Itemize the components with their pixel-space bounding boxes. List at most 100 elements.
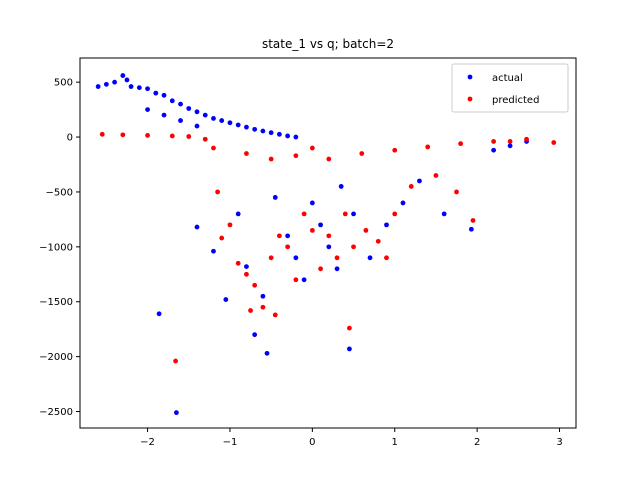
actual-point-15 bbox=[211, 115, 216, 121]
predicted-point-6 bbox=[211, 145, 216, 151]
predicted-point-40 bbox=[244, 151, 249, 156]
actual-point-55 bbox=[491, 147, 497, 153]
chart-title: state_1 vs q; batch=2 bbox=[262, 37, 394, 51]
predicted-point-26 bbox=[375, 238, 381, 244]
x-axis: −2 −1 0 1 2 3 bbox=[140, 428, 563, 448]
actual-point-3 bbox=[120, 73, 126, 78]
plot-area bbox=[79, 57, 577, 429]
axes-frame bbox=[79, 57, 577, 429]
actual-point-54 bbox=[468, 226, 474, 232]
actual-point-16 bbox=[219, 118, 225, 123]
actual-point-52 bbox=[417, 178, 422, 184]
actual-point-9 bbox=[161, 92, 167, 98]
actual-point-42 bbox=[301, 277, 307, 283]
actual-point-19 bbox=[244, 124, 249, 130]
predicted-point-9 bbox=[235, 260, 241, 266]
legend: actual predicted bbox=[451, 63, 569, 113]
actual-point-56 bbox=[507, 143, 513, 149]
actual-point-36 bbox=[252, 332, 258, 338]
predicted-point-49 bbox=[309, 145, 315, 151]
actual-point-33 bbox=[211, 248, 216, 254]
predicted-point-17 bbox=[301, 211, 307, 217]
predicted-point-27 bbox=[392, 211, 398, 217]
actual-point-2 bbox=[112, 79, 117, 85]
predicted-point-35 bbox=[173, 358, 178, 364]
actual-point-18 bbox=[235, 122, 241, 128]
predicted-point-42 bbox=[293, 153, 299, 159]
actual-point-21 bbox=[260, 128, 266, 134]
predicted-point-10 bbox=[244, 271, 249, 277]
y-tick-label: −500 bbox=[46, 187, 73, 198]
predicted-point-8 bbox=[227, 222, 233, 228]
predicted-point-16 bbox=[293, 277, 299, 283]
y-tick-label: −1000 bbox=[39, 242, 73, 253]
actual-point-26 bbox=[145, 107, 150, 112]
x-tick-label: 1 bbox=[392, 437, 398, 448]
legend-label-actual: actual bbox=[492, 73, 523, 84]
y-axis: 500 0 −500 −1000 −1500 −2000 −2500 bbox=[39, 78, 80, 418]
actual-point-38 bbox=[260, 293, 266, 299]
predicted-point-24 bbox=[351, 244, 356, 250]
predicted-point-3 bbox=[169, 133, 175, 139]
actual-point-48 bbox=[351, 211, 356, 217]
predicted-point-12 bbox=[260, 304, 266, 310]
predicted-point-14 bbox=[276, 233, 282, 239]
actual-point-58 bbox=[272, 195, 278, 200]
x-tick-label: 0 bbox=[309, 437, 315, 448]
actual-point-25 bbox=[293, 134, 299, 140]
predicted-point-31 bbox=[470, 218, 476, 223]
predicted-point-7 bbox=[215, 189, 220, 195]
actual-point-45 bbox=[326, 244, 332, 250]
actual-point-22 bbox=[268, 130, 274, 136]
predicted-point-44 bbox=[359, 151, 365, 156]
actual-point-17 bbox=[227, 120, 233, 126]
legend-box bbox=[451, 63, 569, 113]
legend-marker-predicted bbox=[467, 96, 473, 102]
predicted-point-38 bbox=[219, 235, 225, 241]
y-tick-label: −2500 bbox=[39, 407, 73, 418]
actual-point-30 bbox=[156, 311, 162, 317]
actual-point-13 bbox=[194, 109, 200, 115]
predicted-point-34 bbox=[551, 140, 557, 145]
actual-point-27 bbox=[161, 112, 167, 118]
x-tick-label: 3 bbox=[556, 437, 562, 448]
predicted-point-23 bbox=[347, 325, 352, 331]
predicted-point-33 bbox=[524, 136, 529, 142]
predicted-point-22 bbox=[342, 211, 348, 217]
x-tick-label: −2 bbox=[140, 437, 155, 448]
predicted-point-47 bbox=[458, 141, 464, 147]
actual-point-41 bbox=[293, 255, 299, 261]
actual-point-35 bbox=[244, 264, 249, 270]
y-tick-label: −2000 bbox=[39, 352, 73, 363]
actual-point-4 bbox=[124, 77, 130, 83]
actual-point-14 bbox=[202, 112, 208, 118]
predicted-point-21 bbox=[334, 255, 340, 261]
actual-point-20 bbox=[252, 126, 258, 132]
actual-point-49 bbox=[367, 255, 373, 261]
predicted-point-20 bbox=[326, 233, 332, 239]
actual-point-8 bbox=[153, 90, 159, 96]
predicted-point-32 bbox=[491, 139, 497, 144]
actual-point-29 bbox=[194, 123, 200, 129]
predicted-point-48 bbox=[507, 139, 513, 144]
actual-point-53 bbox=[441, 211, 447, 217]
actual-point-11 bbox=[178, 101, 183, 107]
actual-point-31 bbox=[174, 410, 179, 416]
actual-point-7 bbox=[145, 86, 150, 92]
y-tick-label: 500 bbox=[54, 78, 73, 89]
predicted-point-46 bbox=[425, 144, 431, 150]
actual-point-34 bbox=[223, 297, 229, 302]
actual-point-59 bbox=[338, 184, 344, 189]
actual-point-51 bbox=[400, 200, 406, 206]
actual-point-32 bbox=[194, 224, 200, 230]
predicted-point-29 bbox=[433, 173, 439, 178]
predicted-point-1 bbox=[120, 132, 126, 138]
predicted-point-5 bbox=[202, 136, 208, 142]
predicted-point-36 bbox=[272, 312, 278, 318]
predicted-point-13 bbox=[268, 255, 274, 261]
actual-point-10 bbox=[169, 98, 175, 104]
predicted-point-11 bbox=[252, 282, 258, 288]
actual-point-44 bbox=[318, 222, 323, 228]
predicted-point-2 bbox=[145, 133, 150, 138]
actual-point-46 bbox=[334, 266, 340, 272]
